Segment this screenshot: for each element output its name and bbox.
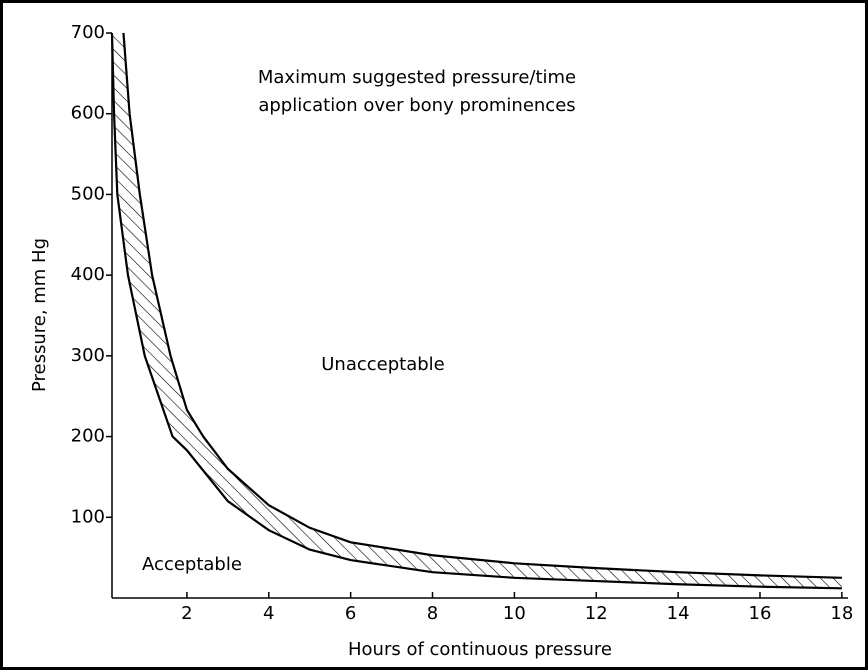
y-tick-label: 500 [71,183,105,204]
y-tick-label: 700 [71,22,105,43]
annotation: Acceptable [142,554,242,575]
band-fill [112,33,842,589]
x-tick-label: 2 [181,603,192,624]
chart-title: application over bony prominences [258,95,575,116]
chart-title: Maximum suggested pressure/time [258,67,576,88]
curve [110,32,842,590]
x-tick-label: 10 [503,603,526,624]
y-tick-label: 300 [71,345,105,366]
x-tick-label: 12 [585,603,608,624]
y-tick-label: 200 [71,426,105,447]
x-axis-label: Hours of continuous pressure [348,639,612,660]
x-tick-label: 4 [263,603,274,624]
y-tick-label: 400 [71,264,105,285]
annotation: Unacceptable [321,354,445,375]
y-tick-label: 600 [71,103,105,124]
curve [122,32,842,579]
y-tick-label: 100 [71,506,105,527]
x-tick-label: 6 [345,603,356,624]
x-tick-label: 16 [749,603,772,624]
x-tick-label: 14 [667,603,690,624]
y-axis-label: Pressure, mm Hg [29,238,50,392]
x-tick-label: 8 [427,603,438,624]
x-tick-label: 18 [830,603,853,624]
